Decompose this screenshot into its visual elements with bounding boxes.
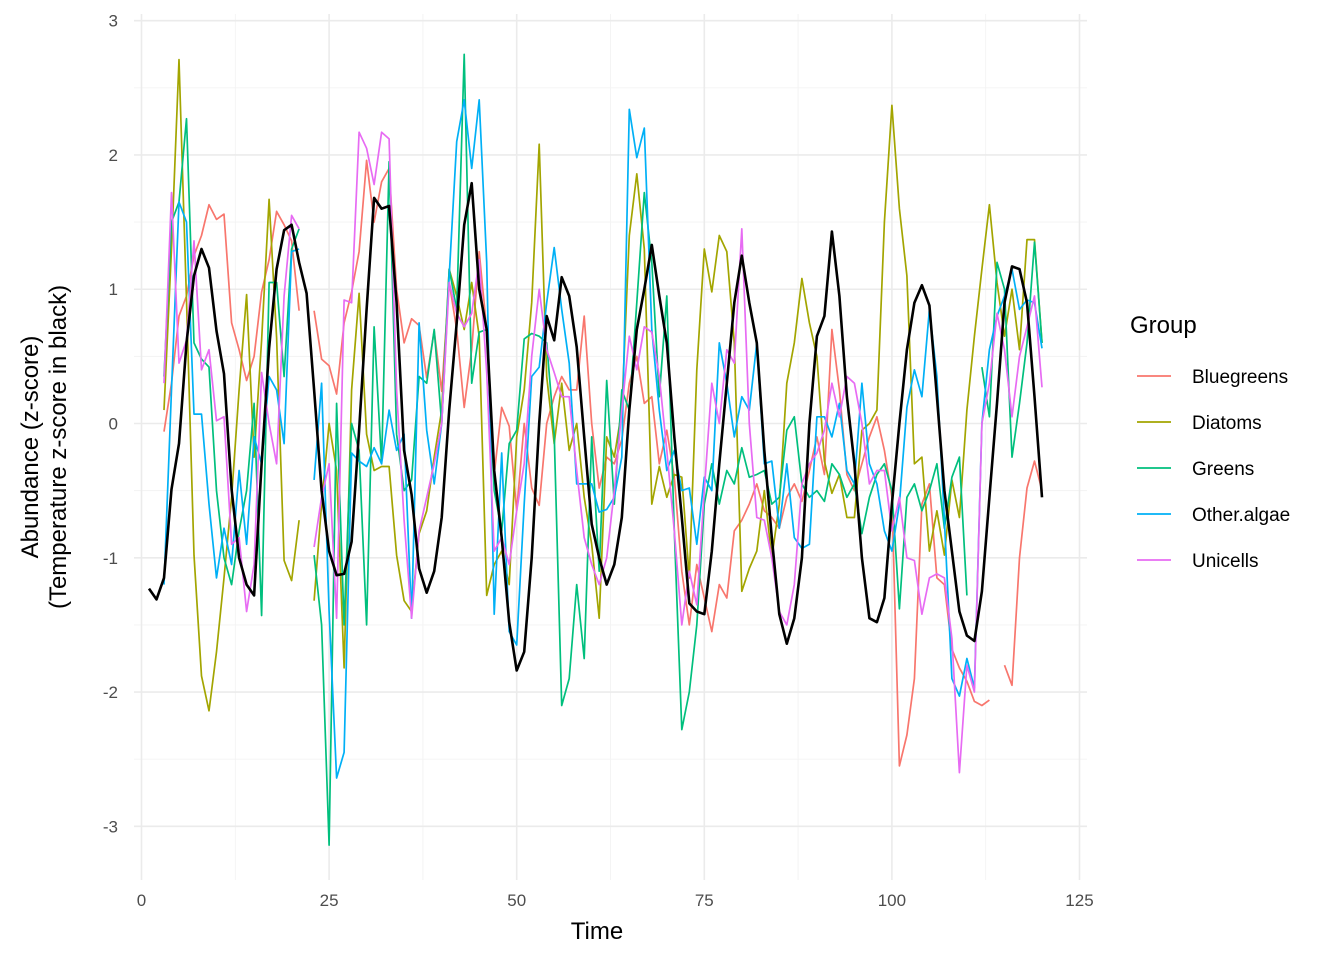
x-axis-ticks: 0 25 50 75 100 125: [137, 891, 1094, 910]
x-tick-label: 100: [878, 891, 906, 910]
legend-items: Bluegreens Diatoms Greens Other.algae Unicel…: [1137, 367, 1290, 572]
series-line-other-algae: [163, 99, 1043, 779]
legend-label-bluegreens: Bluegreens: [1192, 367, 1288, 388]
legend: Group Bluegreens Diatoms Greens Other.algae…: [1130, 312, 1290, 572]
series-line-unicells: [163, 131, 1043, 774]
legend-title: Group: [1130, 312, 1197, 339]
y-tick-label: -2: [103, 683, 118, 702]
legend-label-unicells: Unicells: [1192, 551, 1259, 572]
legend-label-diatoms: Diatoms: [1192, 413, 1262, 434]
minor-gridlines: [134, 14, 1087, 880]
x-tick-label: 75: [695, 891, 714, 910]
legend-label-greens: Greens: [1192, 459, 1254, 480]
series-line-temperature: [147, 181, 1044, 672]
x-tick-label: 0: [137, 891, 146, 910]
x-tick-label: 25: [320, 891, 339, 910]
series-layer: [147, 53, 1044, 846]
series-line-greens: [163, 53, 1043, 846]
legend-label-other-algae: Other.algae: [1192, 505, 1290, 526]
y-axis-title-line-1: Abundance (z-score): [17, 336, 44, 559]
y-axis-ticks: -3 -2 -1 0 1 2 3: [103, 12, 118, 837]
y-axis-title-line-2: (Temperature z-score in black): [45, 285, 72, 609]
y-axis-title: Abundance (z-score) (Temperature z-score…: [17, 285, 72, 609]
x-axis-title: Time: [571, 918, 623, 945]
y-tick-label: 0: [109, 415, 118, 434]
x-tick-label: 125: [1065, 891, 1093, 910]
y-tick-label: -1: [103, 549, 118, 568]
y-tick-label: 3: [109, 12, 118, 31]
y-tick-label: 1: [109, 280, 118, 299]
series-line-diatoms: [163, 58, 1043, 712]
y-tick-label: -3: [103, 817, 118, 836]
x-tick-label: 50: [507, 891, 526, 910]
y-tick-label: 2: [109, 146, 118, 165]
